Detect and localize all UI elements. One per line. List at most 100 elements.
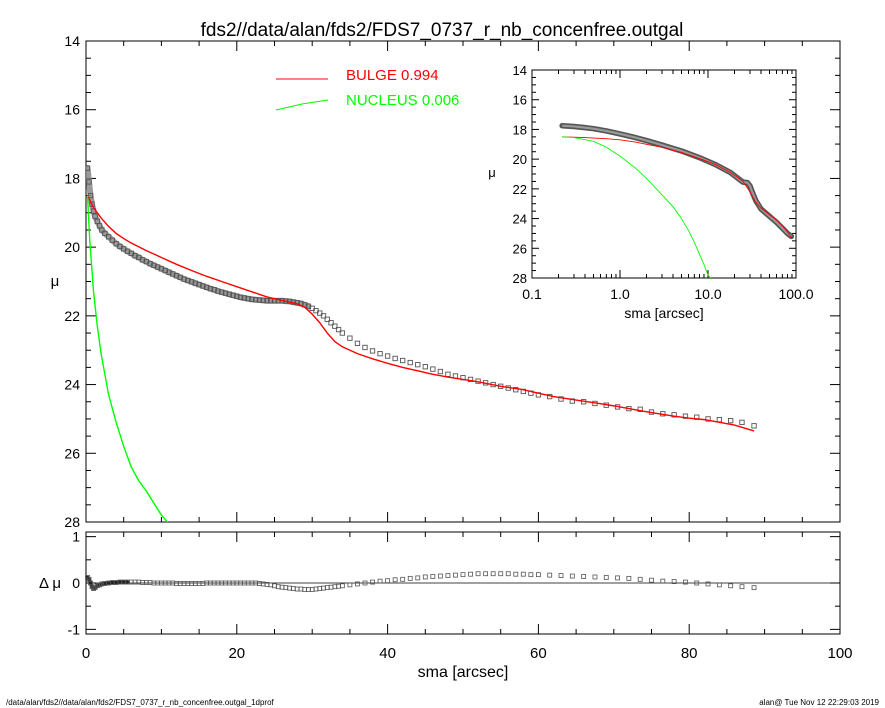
data-point xyxy=(86,179,92,185)
residual-point xyxy=(683,579,688,585)
residual-point xyxy=(370,579,375,585)
residual-point xyxy=(705,581,711,587)
legend-bulge-label: BULGE 0.994 xyxy=(346,67,439,84)
data-point xyxy=(102,230,108,237)
inset-x-tick-label: 0.1 xyxy=(522,286,542,302)
data-point xyxy=(219,289,225,295)
residual-point xyxy=(739,584,745,590)
residual-point xyxy=(460,572,466,578)
inset-y-tick-label: 28 xyxy=(513,271,527,286)
data-point xyxy=(637,406,643,412)
residual-point xyxy=(385,578,391,584)
inset-y-tick-label: 22 xyxy=(513,182,527,197)
residual-point xyxy=(99,581,105,587)
data-point xyxy=(362,344,368,351)
residual-point xyxy=(581,574,587,579)
residual-point xyxy=(453,572,458,578)
residual-point xyxy=(355,581,360,587)
data-point xyxy=(215,288,221,294)
x-tick-label: 20 xyxy=(228,645,245,662)
data-point xyxy=(166,269,172,275)
inset-bulge-line xyxy=(562,136,792,239)
data-point xyxy=(407,359,413,366)
data-point xyxy=(415,361,421,368)
residual-point xyxy=(468,571,473,577)
residual-series xyxy=(85,571,757,592)
main-y-tick-label: 14 xyxy=(64,33,80,49)
data-point xyxy=(354,340,361,346)
data-point xyxy=(222,290,229,296)
inset-series xyxy=(559,122,795,278)
data-point xyxy=(422,364,428,370)
inset-series-group xyxy=(559,122,795,278)
data-point xyxy=(170,271,176,277)
main-ticks: 14 16 18 20 22 24 26 28 xyxy=(64,33,841,530)
x-tick-label: 80 xyxy=(681,645,698,662)
residual-y-tick-label: -1 xyxy=(68,621,81,637)
footer-file-path: /data/alan/fds2//data/alan/fds2/FDS7_073… xyxy=(6,698,274,707)
residual-point xyxy=(528,572,534,578)
residual-y-axis-label: Δ μ xyxy=(39,575,61,592)
inset-y-tick-label: 26 xyxy=(513,241,527,256)
main-y-tick-label: 26 xyxy=(64,445,80,461)
data-point xyxy=(558,396,564,402)
main-y-tick-label: 28 xyxy=(64,514,80,530)
data-point xyxy=(671,412,677,418)
inset-panel: 14 16 18 20 22 24 26 280.1 1.0 10.0 100.0 μ sma [a… xyxy=(488,63,813,321)
data-point xyxy=(185,277,191,284)
residual-point xyxy=(558,573,564,578)
nucleus-line xyxy=(86,195,169,522)
data-point xyxy=(260,297,266,304)
legend: BULGE 0.994 NUCLEUS 0.006 xyxy=(275,67,459,111)
residual-point xyxy=(505,571,511,577)
main-y-tick-label: 22 xyxy=(64,308,80,324)
residual-point xyxy=(400,576,406,582)
data-point xyxy=(392,355,398,362)
data-point xyxy=(728,417,734,424)
data-point xyxy=(113,241,119,247)
main-y-tick-label: 18 xyxy=(64,170,80,186)
data-point xyxy=(192,280,198,286)
data-point xyxy=(268,298,274,304)
data-point xyxy=(139,257,146,263)
residual-point xyxy=(91,586,96,591)
x-axis-label: sma [arcsec] xyxy=(418,664,509,681)
inset-nucleus-line xyxy=(562,136,712,278)
data-point xyxy=(226,291,232,297)
residual-point xyxy=(694,580,700,586)
main-y-tick-label: 20 xyxy=(64,239,80,255)
data-point xyxy=(132,253,138,259)
residual-point xyxy=(445,573,451,578)
data-point xyxy=(207,286,214,292)
residual-point xyxy=(751,585,757,591)
data-point xyxy=(705,416,711,422)
data-point xyxy=(196,281,202,288)
residual-point xyxy=(547,572,553,578)
inset-background xyxy=(532,70,796,278)
residual-point xyxy=(415,575,421,581)
x-tick-label: 60 xyxy=(530,645,547,662)
residual-point xyxy=(660,578,666,584)
residual-point xyxy=(615,575,620,581)
data-point xyxy=(151,262,157,269)
data-point xyxy=(177,274,183,281)
data-point xyxy=(86,165,91,171)
data-point xyxy=(384,353,391,359)
inset-x-tick-label: 100.0 xyxy=(778,286,813,302)
data-point xyxy=(181,276,187,282)
residual-point xyxy=(520,571,526,577)
residual-point xyxy=(377,578,383,584)
data-point xyxy=(245,296,251,302)
residual-point xyxy=(592,574,598,580)
data-point xyxy=(99,227,105,233)
residual-point xyxy=(392,577,398,583)
residual-point xyxy=(362,580,368,586)
residual-point xyxy=(498,571,504,577)
inset-y-tick-label: 14 xyxy=(513,63,527,78)
residual-point xyxy=(490,571,496,577)
chart-title: fds2//data/alan/fds2/FDS7_0737_r_nb_conc… xyxy=(201,20,684,41)
data-point xyxy=(256,297,263,303)
data-point xyxy=(188,279,195,285)
data-point xyxy=(335,326,342,333)
main-series-group xyxy=(86,165,757,522)
